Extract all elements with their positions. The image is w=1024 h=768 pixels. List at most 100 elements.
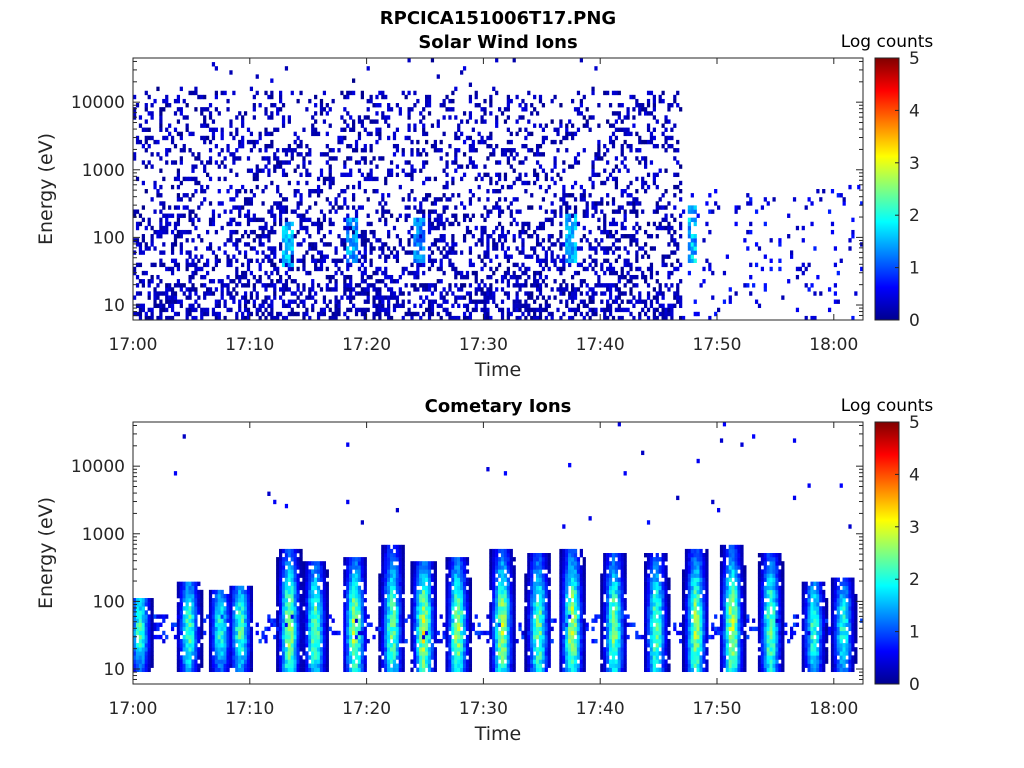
spectrogram-cell [667,225,671,231]
spectrogram-cell [343,651,347,656]
spectrogram-cell [369,229,373,235]
spectrogram-cell [591,295,595,300]
spectrogram-cell [346,234,350,239]
spectrogram-cell [439,238,443,243]
spectrogram-cell [614,180,619,186]
spectrogram-cell [270,246,274,251]
spectrogram-cell [194,180,198,186]
spectrogram-cell [191,598,195,603]
spectrogram-cell [138,262,143,268]
spectrogram-cell [807,197,811,202]
spectrogram-cell [416,242,420,247]
spectrogram-cell [290,291,294,296]
spectrogram-cell [217,311,221,317]
spectrogram-cell [658,205,662,210]
spectrogram-cell [427,246,432,251]
spectrogram-cell [232,152,236,157]
spectrogram-cell [264,299,268,304]
spectrogram-cell [293,279,297,284]
spectrogram-cell [314,299,318,304]
spectrogram-cell [188,606,192,611]
spectrogram-cell [287,561,291,566]
spectrogram-cell [241,115,245,120]
spectrogram-cell [270,270,274,276]
spectrogram-cell [471,234,475,239]
spectrogram-cell [331,315,335,321]
spectrogram-cell [182,115,186,120]
spectrogram-cell [413,274,417,280]
spectrogram-cell [217,630,221,636]
spectrogram-cell [279,209,283,214]
spectrogram-cell [299,172,303,178]
spectrogram-cell [641,299,645,304]
spectrogram-cell [144,225,148,231]
spectrogram-cell [308,614,312,619]
spectrogram-cell [208,103,213,108]
spectrogram-cell [293,630,297,636]
spectrogram-cell [623,131,627,137]
spectrogram-cell [299,291,303,296]
spectrogram-cell [661,98,665,104]
spectrogram-cell [357,160,362,165]
spectrogram-cell [276,581,280,587]
spectrogram-cell [217,618,221,623]
spectrogram-cell [389,295,394,300]
colorbar-gradient [874,57,900,321]
spectrogram-cell [349,254,353,259]
spectrogram-cell [200,160,204,165]
spectrogram-cell [279,561,283,566]
spectrogram-cell [229,295,233,300]
spectrogram-cell [588,307,592,313]
spectrogram-cell [626,262,630,268]
spectrogram-cell [238,585,242,591]
spectrogram-cell [314,618,318,623]
spectrogram-cell [217,589,221,595]
spectrogram-cell [357,618,362,623]
spectrogram-cell [319,254,324,259]
spectrogram-cell [416,258,420,263]
spectrogram-cell [422,238,426,243]
spectrogram-cell [293,561,297,566]
spectrogram-cell [565,287,569,292]
spectrogram-cell [641,254,645,259]
spectrogram-cell [436,74,440,79]
spectrogram-cell [214,254,218,259]
spectrogram-cell [229,279,233,284]
spectrogram-cell [290,553,294,558]
spectrogram-cell [185,614,189,619]
spectrogram-cell [413,238,417,243]
spectrogram-cell [290,602,294,607]
spectrogram-cell [483,119,487,124]
spectrogram-cell [384,638,388,644]
spectrogram-cell [185,663,189,668]
spectrogram-cell [538,205,543,210]
spectrogram-cell [381,90,385,96]
spectrogram-cell [363,630,367,636]
spectrogram-cell [217,634,221,640]
spectrogram-cell [346,589,350,595]
spectrogram-cell [314,291,318,296]
spectrogram-cell [568,238,572,243]
spectrogram-cell [211,62,216,67]
spectrogram-cell [492,299,496,304]
spectrogram-cell [346,577,350,582]
spectrogram-cell [138,651,143,656]
spectrogram-cell [293,148,297,153]
spectrogram-cell [229,593,233,599]
spectrogram-cell [316,229,321,235]
spectrogram-cell [474,148,478,153]
spectrogram-cell [509,131,513,137]
spectrogram-cell [480,258,484,263]
spectrogram-cell [314,659,318,664]
spectrogram-cell [284,638,289,644]
spectrogram-cell [316,225,321,231]
spectrogram-cell [410,270,414,276]
spectrogram-cell [305,618,309,623]
spectrogram-cell [316,663,321,668]
spectrogram-cell [454,266,458,272]
spectrogram-cell [279,217,283,223]
spectrogram-cell [185,667,189,673]
spectrogram-cell [147,143,151,149]
spectrogram-cell [270,225,274,231]
spectrogram-cell [328,242,332,247]
